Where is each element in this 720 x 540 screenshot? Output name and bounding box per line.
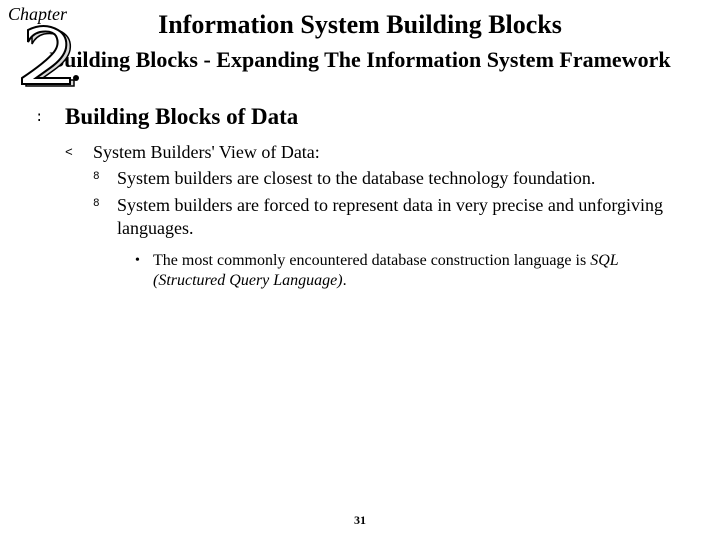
main-title: Information System Building Blocks xyxy=(0,10,720,40)
bullet-l2: < xyxy=(65,142,93,163)
list-item: < System Builders' View of Data: xyxy=(65,142,690,163)
bullet-l3: 8 xyxy=(93,194,117,241)
l2-text: System Builders' View of Data: xyxy=(93,142,320,163)
l3-text: System builders are closest to the datab… xyxy=(117,167,595,190)
list-item: 8 System builders are forced to represen… xyxy=(93,194,690,241)
chapter-label-text: Chapter xyxy=(8,4,68,24)
chapter-logo: Chapter xyxy=(6,2,91,87)
subtitle: Building Blocks - Expanding The Informat… xyxy=(0,46,720,74)
note-prefix: The most commonly encountered database c… xyxy=(153,252,590,269)
list-item: : Building Blocks of Data xyxy=(35,104,690,130)
bullet-l4: • xyxy=(135,251,153,293)
l4-text: The most commonly encountered database c… xyxy=(153,251,690,293)
page-number: 31 xyxy=(0,513,720,528)
slide-content: : Building Blocks of Data < System Build… xyxy=(0,104,720,293)
bullet-l3: 8 xyxy=(93,167,117,190)
list-item: • The most commonly encountered database… xyxy=(135,251,690,293)
note-suffix: . xyxy=(343,272,347,289)
l1-text: Building Blocks of Data xyxy=(65,104,298,130)
slide-header: Information System Building Blocks Build… xyxy=(0,0,720,74)
list-item: 8 System builders are closest to the dat… xyxy=(93,167,690,190)
bullet-l1: : xyxy=(35,104,65,130)
l3-text: System builders are forced to represent … xyxy=(117,194,690,241)
